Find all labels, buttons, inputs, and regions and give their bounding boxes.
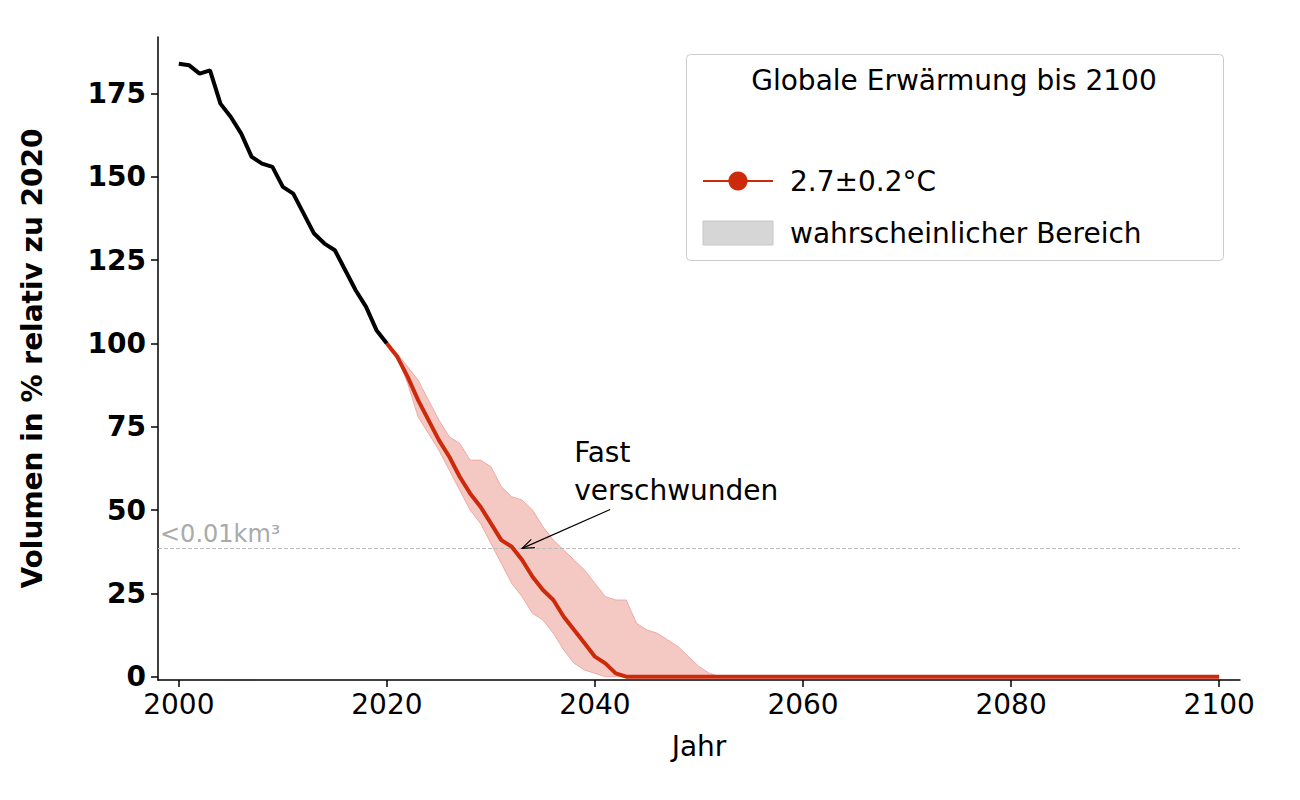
svg-text:2000: 2000: [143, 688, 214, 721]
svg-text:2100: 2100: [1184, 688, 1255, 721]
svg-text:100: 100: [88, 327, 146, 360]
svg-text:2020: 2020: [351, 688, 422, 721]
svg-text:Jahr: Jahr: [670, 730, 727, 763]
svg-text:Volumen in % relativ zu 2020: Volumen in % relativ zu 2020: [16, 128, 49, 588]
svg-text:150: 150: [88, 160, 146, 193]
svg-text:2060: 2060: [767, 688, 838, 721]
svg-text:0: 0: [126, 660, 146, 694]
svg-text:2.7±0.2°C: 2.7±0.2°C: [790, 165, 936, 198]
svg-text:wahrscheinlicher Bereich: wahrscheinlicher Bereich: [790, 217, 1142, 250]
svg-text:2040: 2040: [559, 688, 630, 721]
svg-text:25: 25: [107, 577, 146, 610]
svg-text:Globale Erwärmung bis 2100: Globale Erwärmung bis 2100: [751, 64, 1156, 97]
svg-text:125: 125: [88, 244, 146, 277]
svg-text:Fast: Fast: [574, 436, 630, 469]
svg-text:75: 75: [107, 410, 146, 443]
svg-text:2080: 2080: [975, 688, 1046, 721]
svg-text:<0.01km³: <0.01km³: [160, 520, 280, 548]
svg-text:50: 50: [107, 494, 146, 527]
svg-text:175: 175: [88, 77, 146, 110]
svg-text:verschwunden: verschwunden: [574, 474, 778, 507]
